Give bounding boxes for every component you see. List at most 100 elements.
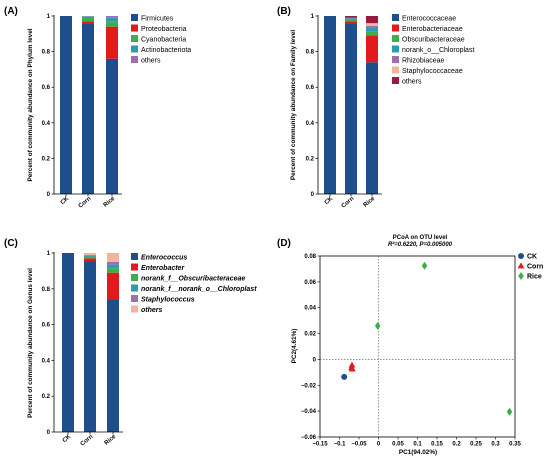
legend-swatch [131,295,138,302]
bar-segment [107,272,119,300]
data-point [374,321,381,330]
bar-chart-panel: (C) 0 0.2 0.4 0.6 0.8 1 CK Corn Rice Percent of co… [4,238,257,448]
bar-segment [345,16,357,18]
legend-swatch [392,66,399,74]
legend-swatch [131,24,138,32]
x-tick-label: Corn [341,196,356,210]
bar-segment [82,16,94,22]
bar-segment [366,16,378,24]
y-tick-label: −0.06 [301,435,317,441]
x-tick-label: 0.2 [452,442,461,448]
bar-chart-panel: (A) 0 0.2 0.4 0.6 0.8 1 CK Corn Rice Percent of co… [4,6,191,210]
x-tick-label: CK [62,434,73,445]
legend-swatch [131,35,138,42]
bar-segment [107,268,119,273]
data-point [421,261,428,270]
y-tick-label: 0 [47,192,51,198]
legend-entry: Firmicutes [141,15,174,22]
bar-segment [366,31,378,36]
y-axis-title: Percent of community abundance on Family… [290,30,297,180]
y-tick-label: 0.02 [304,332,316,338]
scatter-title: PCoA on OTU level [393,235,448,241]
y-tick-label: 0 [313,357,317,363]
y-tick-label: 0.8 [42,50,51,56]
legend-swatch [392,77,399,84]
y-tick-label: 0.8 [42,287,51,293]
y-tick-label: 0.8 [306,50,315,56]
legend-swatch [131,274,138,281]
legend: Enterococcus Enterobacter norank_f__Obscur… [131,253,257,314]
panel-label: (A) [4,6,18,17]
legend-marker [518,272,524,280]
x-tick-label: 0.25 [470,442,482,448]
bar-segment [106,17,118,22]
legend-entry: Enterobacter [141,265,185,272]
data-point [348,361,356,368]
legend-swatch [131,253,138,260]
legend-swatch [131,45,138,53]
x-tick-label: Rice [104,434,118,447]
y-tick-label: 0.2 [42,156,51,162]
legend-entry: Enterococcus [141,254,187,261]
legend-entry: others [402,78,422,85]
legend-swatch [392,45,399,53]
legend-entry: CK [527,254,537,261]
legend-swatch [392,35,399,42]
plot-frame [319,255,516,438]
panel-label: (C) [4,238,18,249]
x-tick-label: Corn [78,196,93,210]
bar-segment [107,253,119,262]
x-tick-label: 0.1 [413,442,422,448]
legend-swatch [131,305,138,313]
x-tick-label: CK [324,196,335,207]
y-axis-title: PC2(4.61%) [291,329,298,364]
legend-entry: Rhizobiaceae [402,57,445,64]
y-tick-label: 0.08 [304,254,316,260]
legend-swatch [392,24,399,32]
legend-entry: Actinobacteriota [141,47,191,54]
bar-segment [345,18,357,20]
x-tick-label: 0.3 [491,442,500,448]
x-tick-label: Rice [363,196,377,209]
legend-swatch [131,284,138,292]
x-tick-label: −0.1 [334,442,347,448]
bar-segment [62,253,74,432]
legend: Enterococcaceae Enterobacteriaceae Obscuri… [392,14,474,85]
bar-segment [324,16,336,194]
y-tick-label: 0.4 [42,121,51,127]
bar-segment [366,25,378,28]
legend-entry: norank_f__Obscuribacteraceae [141,275,245,282]
y-tick-label: 1 [47,251,51,257]
bar-segment [84,258,96,262]
x-axis-title: PC1(94.02%) [399,449,437,456]
y-tick-label: 0.2 [306,156,315,162]
y-axis-title: Percent of community abundance on Genus … [27,268,34,418]
bar-segment [366,62,378,194]
x-tick-label: −0.05 [351,442,367,448]
y-tick-label: −0.04 [301,409,317,415]
bar-segment [106,21,118,27]
y-tick-label: 0 [47,430,51,436]
bar-segment [106,16,118,18]
legend-entry: norank_f__norank_o__Chloroplast [141,286,257,293]
legend-entry: norank_o__Chloroplast [402,47,474,54]
legend-entry: Corn [527,264,543,271]
legend-swatch [392,14,399,21]
x-tick-label: CK [60,196,71,207]
bar-segment [82,24,94,195]
bar-segment [366,23,378,26]
bar-segment [107,261,119,265]
legend-swatch [131,14,138,21]
legend-entry: Proteobacteria [141,26,187,33]
legend-entry: Staphylococcaceae [402,68,463,75]
y-tick-label: 0.04 [304,306,316,312]
bar-segment [366,27,378,32]
bar-segment [345,21,357,25]
x-tick-label: −0.15 [312,442,328,448]
data-point [348,364,355,371]
legend-entry: Enterobacteriaceae [402,26,463,33]
y-axis-title: Percent of community abundance on Phylum… [27,28,34,181]
legend-entry: Cyanobacteria [141,36,186,43]
